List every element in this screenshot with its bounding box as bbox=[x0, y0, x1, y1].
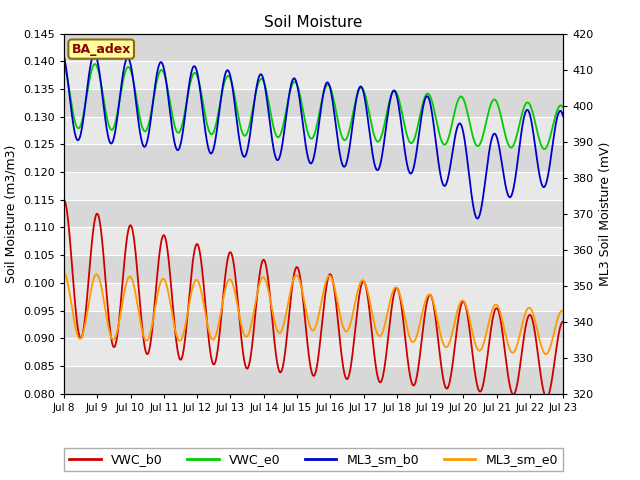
ML3_sm_b0 bbox=[200, 113, 207, 119]
ML3_sm_e0 bbox=[458, 298, 466, 303]
ML3_sm_e0 bbox=[60, 269, 68, 275]
ML3_sm_b0 bbox=[458, 126, 466, 132]
VWC_b0 bbox=[328, 273, 335, 279]
Legend: VWC_b0, VWC_e0, ML3_sm_b0, ML3_sm_e0: VWC_b0, VWC_e0, ML3_sm_b0, ML3_sm_e0 bbox=[65, 448, 563, 471]
VWC_e0 bbox=[328, 89, 335, 95]
Bar bbox=[64, 172, 563, 200]
Line: VWC_b0: VWC_b0 bbox=[64, 200, 563, 397]
Text: BA_adex: BA_adex bbox=[72, 43, 131, 56]
VWC_e0 bbox=[60, 61, 68, 67]
ML3_sm_e0 bbox=[542, 351, 550, 357]
VWC_b0 bbox=[339, 359, 346, 364]
ML3_sm_e0 bbox=[559, 308, 567, 313]
ML3_sm_b0 bbox=[529, 131, 537, 136]
VWC_b0 bbox=[559, 319, 567, 324]
VWC_e0 bbox=[339, 135, 346, 141]
ML3_sm_b0 bbox=[90, 51, 98, 57]
Y-axis label: ML3 Soil Moisture (mV): ML3 Soil Moisture (mV) bbox=[599, 142, 612, 286]
ML3_sm_b0 bbox=[60, 53, 68, 59]
ML3_sm_e0 bbox=[515, 335, 523, 341]
ML3_sm_e0 bbox=[328, 275, 335, 281]
Bar bbox=[64, 117, 563, 144]
Line: VWC_e0: VWC_e0 bbox=[64, 64, 563, 149]
VWC_e0 bbox=[529, 111, 537, 117]
Bar bbox=[64, 338, 563, 366]
VWC_e0 bbox=[91, 61, 99, 67]
ML3_sm_e0 bbox=[529, 311, 537, 316]
ML3_sm_b0 bbox=[328, 93, 335, 99]
VWC_b0 bbox=[458, 300, 466, 305]
VWC_e0 bbox=[540, 146, 548, 152]
Bar bbox=[64, 61, 563, 89]
ML3_sm_b0 bbox=[559, 114, 567, 120]
VWC_e0 bbox=[559, 105, 567, 110]
Y-axis label: Soil Moisture (m3/m3): Soil Moisture (m3/m3) bbox=[4, 144, 18, 283]
VWC_e0 bbox=[515, 122, 523, 128]
ML3_sm_b0 bbox=[474, 216, 481, 221]
Line: ML3_sm_e0: ML3_sm_e0 bbox=[64, 272, 563, 354]
VWC_b0 bbox=[199, 277, 207, 283]
ML3_sm_e0 bbox=[199, 299, 207, 304]
VWC_e0 bbox=[200, 102, 207, 108]
ML3_sm_b0 bbox=[339, 162, 346, 168]
VWC_b0 bbox=[543, 395, 550, 400]
ML3_sm_e0 bbox=[339, 322, 346, 327]
Title: Soil Moisture: Soil Moisture bbox=[264, 15, 363, 30]
VWC_e0 bbox=[458, 95, 466, 100]
Bar bbox=[64, 283, 563, 311]
VWC_b0 bbox=[515, 370, 523, 376]
VWC_b0 bbox=[60, 197, 68, 203]
Line: ML3_sm_b0: ML3_sm_b0 bbox=[64, 54, 563, 218]
VWC_b0 bbox=[529, 319, 537, 324]
ML3_sm_b0 bbox=[516, 144, 524, 149]
Bar bbox=[64, 228, 563, 255]
